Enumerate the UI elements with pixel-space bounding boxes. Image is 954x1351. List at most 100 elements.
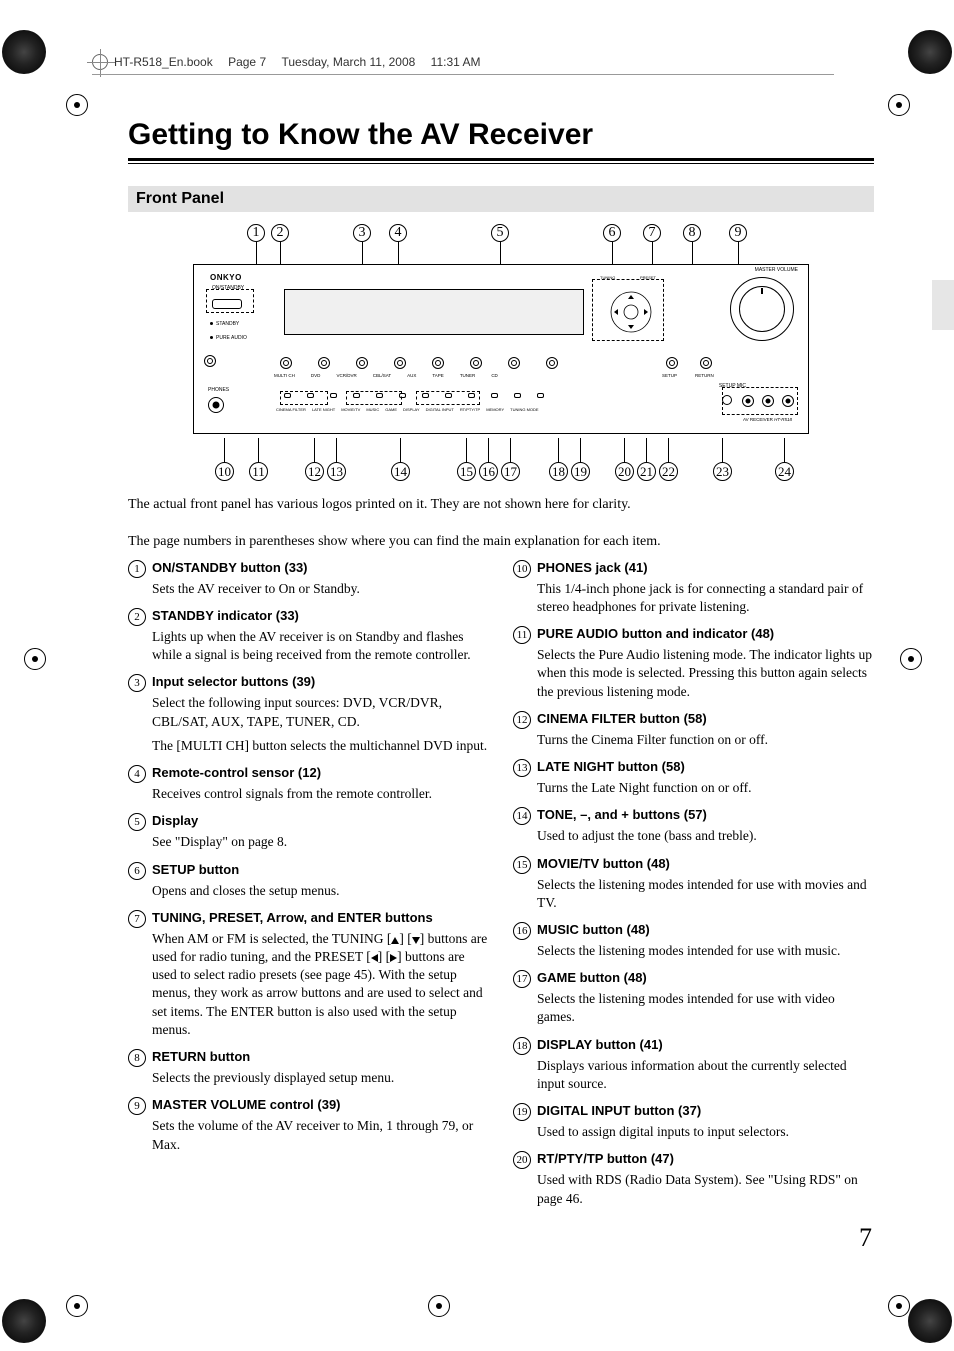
item-14: 14 TONE, –, and + buttons (57) Used to adj…	[513, 807, 874, 845]
title-rule-thick	[128, 158, 874, 161]
crop-ornament	[908, 30, 952, 74]
small-label-9: TUNING MODE	[510, 407, 538, 412]
source-button-7	[546, 357, 558, 369]
source-button-5	[470, 357, 482, 369]
item-19: 19DIGITAL INPUT button (37)Used to assig…	[513, 1103, 874, 1141]
item-desc-10: This 1/4-inch phone jack is for connecti…	[537, 580, 874, 616]
page-number: 7	[859, 1223, 872, 1253]
item-16: 16MUSIC button (48)Selects the listening…	[513, 922, 874, 960]
source-label-7: CD	[491, 373, 498, 378]
item-desc-12: Turns the Cinema Filter function on or o…	[537, 731, 874, 749]
item-6: 6SETUP buttonOpens and closes the setup …	[128, 862, 489, 900]
item-desc-20: Used with RDS (Radio Data System). See "…	[537, 1171, 874, 1207]
item-title-9: MASTER VOLUME control (39)	[152, 1097, 341, 1112]
callout-17: 17	[501, 462, 520, 481]
item-title-5: Display	[152, 813, 198, 828]
source-button-1	[318, 357, 330, 369]
item-num-8: 8	[128, 1049, 146, 1067]
item-desc-13: Turns the Late Night function on or off.	[537, 779, 874, 797]
small-button-11	[537, 393, 544, 398]
item-desc-9: Sets the volume of the AV receiver to Mi…	[152, 1117, 489, 1153]
small-label-7: RT/PTY/TP	[460, 407, 480, 412]
small-button-0	[284, 393, 291, 398]
source-button-0	[280, 357, 292, 369]
crop-ornament	[908, 1299, 952, 1343]
callout-19: 19	[571, 462, 590, 481]
registration-mark	[900, 648, 922, 670]
item-num-19: 19	[513, 1103, 531, 1121]
item-num-5: 5	[128, 813, 146, 831]
display-window	[284, 289, 584, 335]
header-mark-icon	[92, 54, 108, 70]
book-header: HT-R518_En.book Page 7 Tuesday, March 11…	[92, 54, 480, 70]
crop-ornament	[2, 1299, 46, 1343]
source-label-0: MULTI CH	[274, 373, 295, 378]
item-num-7: 7	[128, 910, 146, 928]
item-num-12: 12	[513, 711, 531, 729]
item-15: 15MOVIE/TV button (48)Selects the listen…	[513, 856, 874, 912]
pure-audio-led	[210, 336, 213, 339]
item-desc-6: Opens and closes the setup menus.	[152, 882, 489, 900]
item-desc-17: Selects the listening modes intended for…	[537, 990, 874, 1026]
small-button-7	[445, 393, 452, 398]
registration-mark	[24, 648, 46, 670]
item-8: 8 RETURN button Selects the previously dis…	[128, 1049, 489, 1087]
front-panel-diagram: 123456789 ONKYO ON/STANDBY STANDBY PURE …	[193, 224, 809, 486]
registration-mark	[888, 1295, 910, 1317]
small-button-9	[491, 393, 498, 398]
item-desc-2: Lights up when the AV receiver is on Sta…	[152, 628, 489, 664]
nav-pad	[610, 291, 652, 333]
standby-led	[210, 322, 213, 325]
item-title-1: ON/STANDBY button (33)	[152, 560, 308, 575]
registration-mark	[428, 1295, 450, 1317]
registration-mark	[888, 94, 910, 116]
item-desc-1: Sets the AV receiver to On or Standby.	[152, 580, 489, 598]
item-18: 18DISPLAY button (41)Displays various in…	[513, 1037, 874, 1093]
callout-2: 2	[271, 224, 289, 242]
item-num-14: 14	[513, 807, 531, 825]
return-label: RETURN	[695, 373, 714, 378]
item-desc-8: Selects the previously displayed setup m…	[152, 1069, 489, 1087]
small-label-2: MOVIE/TV	[341, 407, 360, 412]
callout-7: 7	[643, 224, 661, 242]
item-desc-15: Selects the listening modes intended for…	[537, 876, 874, 912]
small-label-8: MEMORY	[486, 407, 504, 412]
source-label-2: VCR/DVR	[336, 373, 356, 378]
item-num-2: 2	[128, 608, 146, 626]
av-jacks	[742, 395, 794, 407]
item-17: 17GAME button (48)Selects the listening …	[513, 970, 874, 1026]
item-title-13: LATE NIGHT button (58)	[537, 759, 685, 774]
item-title-16: MUSIC button (48)	[537, 922, 650, 937]
small-label-0: CINEMA FILTER	[276, 407, 306, 412]
item-9: 9MASTER VOLUME control (39)Sets the volu…	[128, 1097, 489, 1153]
item-title-18: DISPLAY button (41)	[537, 1037, 663, 1052]
item-title-20: RT/PTY/TP button (47)	[537, 1151, 674, 1166]
item-num-1: 1	[128, 560, 146, 578]
callout-9: 9	[729, 224, 747, 242]
callout-15: 15	[457, 462, 476, 481]
master-volume-knob	[730, 277, 794, 341]
source-button-4	[432, 357, 444, 369]
item-title-7: TUNING, PRESET, Arrow, and ENTER buttons	[152, 910, 433, 925]
pure-audio-label: PURE AUDIO	[216, 335, 247, 341]
item-title-8: RETURN button	[152, 1049, 250, 1064]
small-label-3: MUSIC	[366, 407, 379, 412]
callout-6: 6	[603, 224, 621, 242]
book-pageref: Page 7	[228, 55, 266, 69]
item-num-20: 20	[513, 1151, 531, 1169]
callout-24: 24	[775, 462, 794, 481]
item-title-19: DIGITAL INPUT button (37)	[537, 1103, 701, 1118]
item-desc-11: Selects the Pure Audio listening mode. T…	[537, 646, 874, 701]
item-desc-14: Used to adjust the tone (bass and treble…	[537, 827, 874, 845]
small-label-1: LATE NIGHT	[312, 407, 335, 412]
item-num-6: 6	[128, 862, 146, 880]
item-7: 7 TUNING, PRESET, Arrow, and ENTER button…	[128, 910, 489, 1039]
source-label-1: DVD	[311, 373, 321, 378]
item-11: 11PURE AUDIO button and indicator (48)Se…	[513, 626, 874, 701]
callout-8: 8	[683, 224, 701, 242]
item-20: 20 RT/PTY/TP button (47) Used with RDS (Ra…	[513, 1151, 874, 1207]
brand-logo: ONKYO	[210, 273, 242, 282]
item-desc-3: Select the following input sources: DVD,…	[152, 694, 489, 755]
small-button-2	[330, 393, 337, 398]
item-title-14: TONE, –, and + buttons (57)	[537, 807, 707, 822]
